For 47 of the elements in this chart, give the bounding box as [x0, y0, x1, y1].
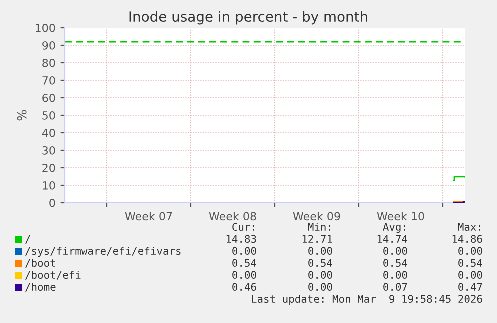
text: 14.83 [226, 235, 256, 244]
text: 0.00 [384, 247, 408, 256]
y-axis-title: % [17, 110, 27, 121]
text: 0.00 [458, 271, 482, 280]
legend-label: /sys/firmware/efi/efivars [26, 246, 181, 258]
x-tick-label: Week 07 [125, 212, 172, 221]
y-tick-label: 30 [42, 146, 56, 155]
text: Last update: Mon Mar 9 19:58:45 2026 [252, 294, 482, 306]
text: 12.71 [302, 235, 332, 243]
text: 14.74 [378, 235, 408, 243]
y-tick-label: 70 [42, 76, 56, 85]
text: 0.54 [384, 259, 408, 268]
text: 0.54 [232, 259, 257, 268]
text: 0.00 [384, 271, 408, 280]
text: 0.07 [384, 283, 408, 292]
text: Min: [308, 222, 330, 231]
y-tick-label: 40 [42, 128, 56, 138]
legend-label: /boot/efi [26, 270, 81, 280]
legend-label: /home [26, 282, 56, 292]
text: 0.00 [308, 271, 332, 280]
text: 0.00 [458, 247, 482, 256]
y-tick-label: 100 [36, 24, 56, 32]
y-tick-label: 60 [42, 94, 56, 102]
text: Max: [458, 223, 480, 232]
text: 0.00 [308, 247, 332, 256]
text: 0.54 [308, 259, 333, 268]
y-tick-label: 10 [43, 181, 56, 190]
text: 0.54 [458, 259, 483, 268]
y-tick-label: 80 [42, 58, 56, 68]
text: Avg: [383, 223, 406, 234]
legend-label: /boot [26, 258, 56, 268]
text: 0.00 [308, 283, 332, 292]
y-tick-label: 90 [42, 41, 56, 50]
text: 0.46 [232, 283, 256, 292]
x-tick-label: Week 09 [293, 212, 340, 221]
chart-title: Inode usage in percent - by month [130, 11, 368, 25]
y-tick-label: 50 [42, 111, 56, 120]
text: 0.47 [458, 283, 482, 292]
text: 14.86 [452, 235, 482, 244]
y-tick-label: 0 [50, 198, 56, 208]
text: Cur: [232, 223, 254, 232]
y-tick-label: 20 [42, 164, 56, 172]
x-tick-label: Week 10 [377, 212, 424, 221]
legend-label: / [26, 235, 30, 244]
text: 0.00 [232, 271, 256, 280]
x-tick-label: Week 08 [209, 212, 256, 221]
text: 0.00 [232, 247, 256, 256]
